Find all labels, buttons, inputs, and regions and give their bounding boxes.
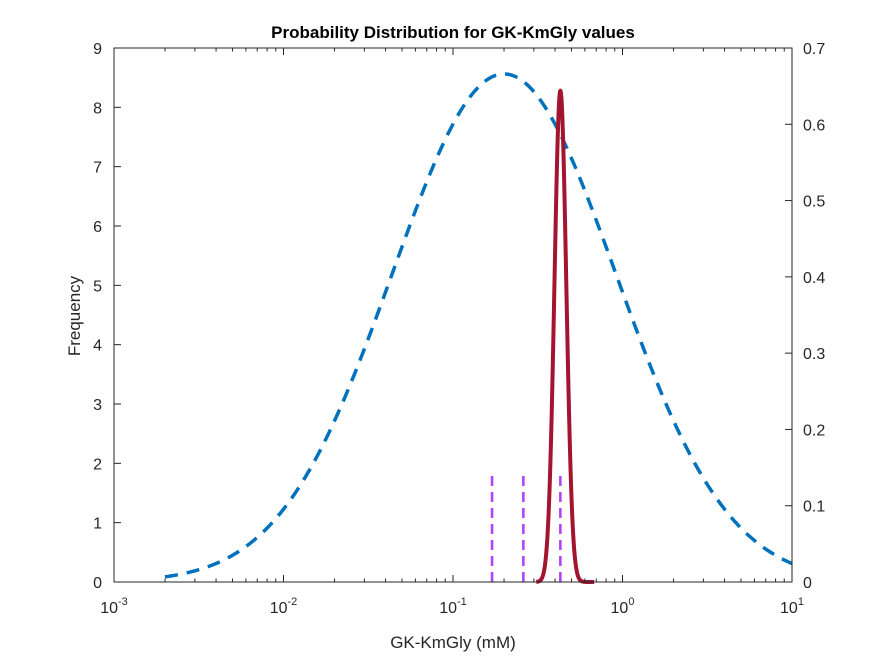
y-right-tick-label-5: 0.5: [803, 194, 825, 211]
x-tick-label-4: 100: [611, 596, 635, 617]
chart-title: Probability Distribution for GK-KmGly va…: [271, 23, 635, 42]
x-axis-label: GK-KmGly (mM): [390, 633, 516, 652]
y-axis-label: Frequency: [65, 275, 84, 356]
series-line-1: [164, 72, 793, 579]
y-left-tick-label-2: 2: [93, 456, 102, 473]
x-tick-label-1: 10-3: [100, 596, 128, 617]
x-tick-label-5: 101: [780, 596, 804, 617]
y-right-tick-label-2: 0.2: [803, 422, 825, 439]
y-right-tick-label-7: 0.7: [803, 41, 825, 58]
y-left-tick-label-1: 1: [93, 516, 102, 533]
series-line-2: [534, 88, 596, 584]
y-left-tick-label-9: 9: [93, 41, 102, 58]
y-left-tick-label-4: 4: [93, 338, 102, 355]
x-tick-label-2: 10-2: [270, 596, 298, 617]
y-right-tick-label-0: 0: [803, 575, 812, 592]
y-left-tick-label-8: 8: [93, 100, 102, 117]
y-left-tick-label-3: 3: [93, 397, 102, 414]
y-right-tick-label-6: 0.6: [803, 117, 825, 134]
y-left-tick-label-5: 5: [93, 278, 102, 295]
y-left-tick-label-7: 7: [93, 160, 102, 177]
plot-area: 10-3 10-2 10-1 100 101012345678900.10.20.30.…: [93, 41, 825, 617]
axes-box: [113, 47, 793, 583]
y-right-tick-label-3: 0.3: [803, 346, 825, 363]
y-right-tick-label-4: 0.4: [803, 270, 825, 287]
y-left-tick-label-6: 6: [93, 219, 102, 236]
y-right-tick-label-1: 0.1: [803, 499, 825, 516]
y-left-tick-label-0: 0: [93, 575, 102, 592]
x-tick-label-3: 10-1: [439, 596, 467, 617]
